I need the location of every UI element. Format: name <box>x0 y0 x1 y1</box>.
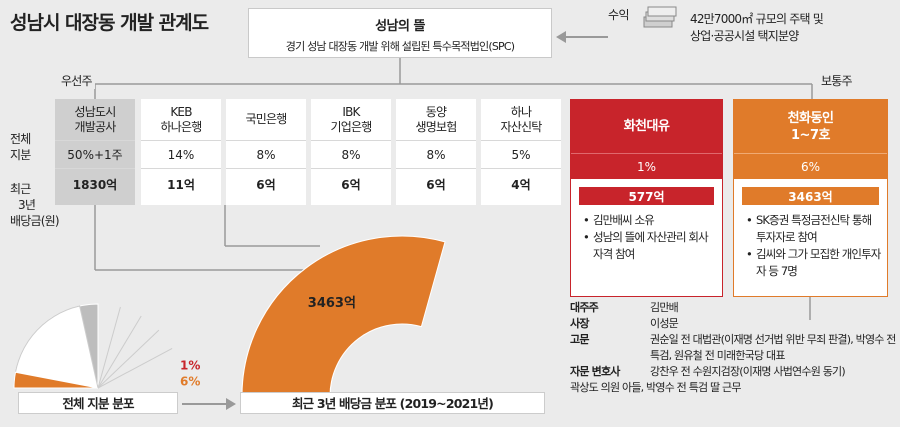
dividend-slice-3 <box>241 235 446 397</box>
cheonhwa-share: 6% <box>734 153 887 179</box>
share-spoke <box>97 315 142 389</box>
dividend-label-3: 3463억 <box>308 296 356 311</box>
people-list: 대주주 김만배 사장 이성문 고문 권순일 전 대법관(이재명 선거법 위반 무죄 판… <box>570 300 896 396</box>
share-label-3: 6% <box>180 375 200 389</box>
share-spoke <box>97 306 121 389</box>
spc-name: 성남의 뜰 <box>375 19 425 34</box>
holder-col-sndc: 성남도시 개발공사 50%+1주 1830억 <box>55 99 135 205</box>
share-row-label: 전체 지분 <box>10 132 31 162</box>
share-pie-chart: 50%1%6% <box>13 303 200 389</box>
dividend-donut-caption: 최근 3년 배당금 분포 (2019~2021년) <box>240 392 545 414</box>
cheonhwa-name: 천화동인 1~7호 <box>734 100 887 153</box>
hwacheon-notes: 김만배씨 소유 성남의 뜰에 자산관리 회사 자격 참여 <box>571 205 722 263</box>
holder-box-hwacheon: 화천대유 1% 577억 김만배씨 소유 성남의 뜰에 자산관리 회사 자격 참… <box>570 99 723 297</box>
dividend-row-label: 최근 3년 배당금(원) <box>10 182 60 228</box>
share-slice-3 <box>13 371 99 389</box>
people-row: 고문 권순일 전 대법관(이재명 선거법 위반 무죄 판결), 박영수 전 특검,… <box>570 333 896 362</box>
cheonhwa-dividend: 3463억 <box>742 187 879 205</box>
share-pie-caption: 전체 지분 분포 <box>18 392 178 414</box>
page-title: 성남시 대장동 개발 관계도 <box>10 12 209 34</box>
cheonhwa-notes: SK증권 특정금전신탁 통해 투자자로 참여 김씨와 그가 모집한 개인투자자 … <box>734 205 887 280</box>
revenue-label: 수익 <box>608 8 630 22</box>
dividend-donut-chart: 1830억577억3463억 <box>241 235 446 397</box>
revenue-arrow-icon <box>556 31 608 43</box>
preferred-label: 우선주 <box>58 72 95 89</box>
arrow-right-icon <box>182 398 236 410</box>
holder-col-hana-trust: 하나 자산신탁 5% 4억 <box>481 99 561 205</box>
hwacheon-name: 화천대유 <box>571 100 722 153</box>
revenue-desc: 42만7000㎡ 규모의 주택 및 상업·공공시설 택지분양 <box>690 12 824 43</box>
share-spoke <box>97 348 173 389</box>
share-spoke <box>97 329 160 389</box>
holder-col-dongyang: 동양 생명보험 8% 6억 <box>396 99 476 205</box>
people-row: 대주주 김만배 <box>570 301 679 314</box>
people-row: 사장 이성문 <box>570 317 679 330</box>
holder-col-keb: KEB 하나은행 14% 11억 <box>141 99 221 205</box>
common-label: 보통주 <box>818 72 855 89</box>
hwacheon-dividend: 577억 <box>579 187 714 205</box>
hwacheon-share: 1% <box>571 153 722 179</box>
holder-col-kb: 국민은행 8% 6억 <box>226 99 306 205</box>
share-label-2: 1% <box>180 359 200 373</box>
spc-box: 성남의 뜰 경기 성남 대장동 개발 위해 설립된 특수목적법인(SPC) <box>248 8 552 58</box>
people-row: 자문 변호사 강찬우 전 수원지검장(이재명 사법연수원 동기) <box>570 365 846 378</box>
holder-col-ibk: IBK 기업은행 8% 6억 <box>311 99 391 205</box>
spc-desc: 경기 성남 대장동 개발 위해 설립된 특수목적법인(SPC) <box>285 40 515 53</box>
money-icon <box>643 6 677 28</box>
people-row: 곽상도 의원 아들, 박영수 전 특검 딸 근무 <box>570 381 742 394</box>
